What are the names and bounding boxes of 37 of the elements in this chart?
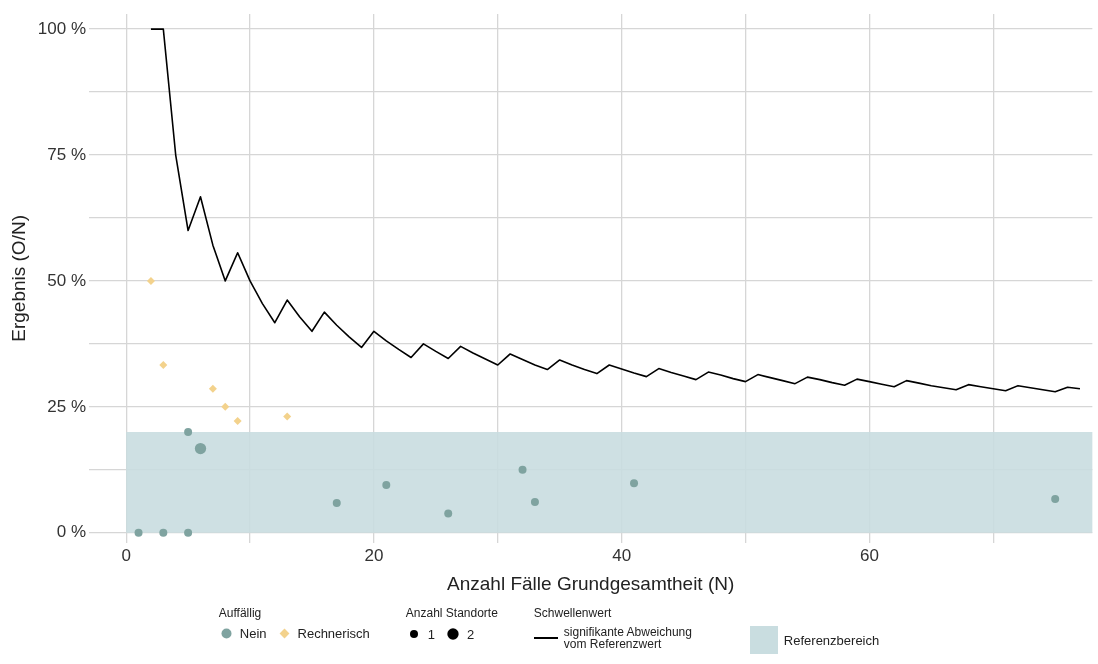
point [159,528,168,537]
point [134,528,143,537]
y-tick-label: 75 % [47,144,86,164]
point [444,509,453,518]
point [208,384,217,393]
text: Schwellenwert [533,606,613,620]
point [518,465,527,474]
x-axis-title: Anzahl Fälle Grundgesamtheit (N) [447,572,735,594]
point [630,479,639,488]
point [221,402,230,411]
x-tick-label: 40 [612,545,632,565]
point [382,480,391,489]
y-tick-label: 100 % [37,18,86,38]
x-tick-label: 20 [364,545,384,565]
x-tick-label: 60 [859,545,879,565]
point [233,416,242,425]
y-tick-label: 50 % [47,270,86,290]
legend-label: Nein [239,626,267,641]
point [332,499,341,508]
point [283,412,292,421]
point [184,428,193,436]
y-axis-title: Ergebnis (O/N) [7,215,29,342]
point [159,361,168,370]
legend-label: Rechnerisch [297,626,370,641]
point [146,276,155,285]
x-tick-label: 0 [121,545,131,565]
y-tick-label: 25 % [47,396,86,416]
text: Anzahl Standorte [405,606,498,620]
point [1051,494,1060,503]
legend-label: signifikante Abweichung vom Referenzwert [563,625,693,651]
y-tick-label: 0 % [56,522,86,542]
point [530,498,539,507]
legend-label: 2 [467,626,475,642]
legend-title: Auffällig [218,606,263,620]
point [184,528,193,537]
legend-label: 1 [427,626,436,642]
legend-label: Referenzbereich [783,632,880,648]
